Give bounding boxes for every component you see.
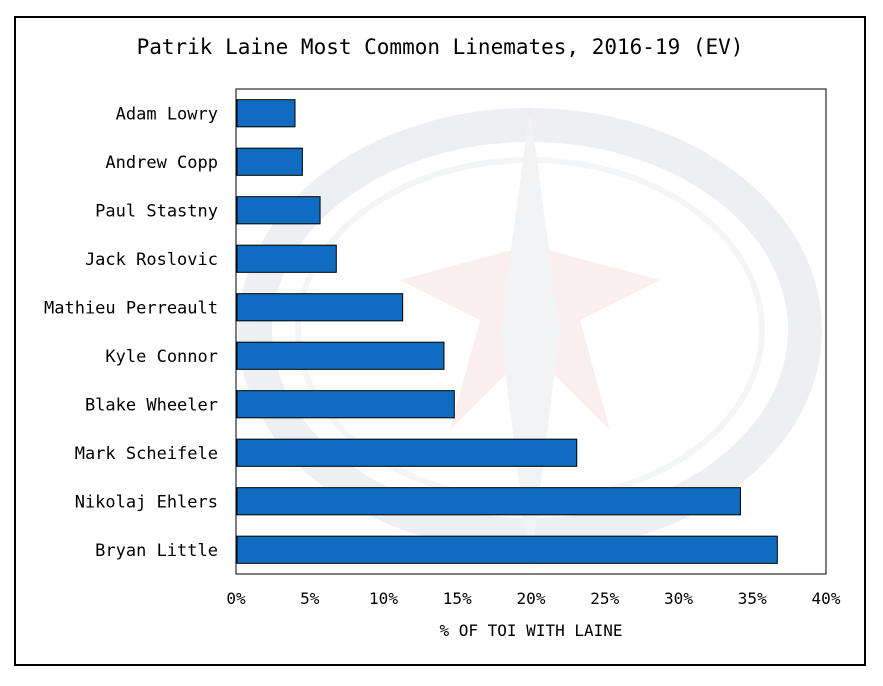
bar-nikolaj-ehlers (236, 487, 741, 516)
bar-blake-wheeler (236, 390, 455, 419)
x-tick-label: 15% (443, 589, 472, 608)
category-label: Nikolaj Ehlers (75, 492, 218, 512)
bar-bryan-little (236, 535, 778, 564)
bar-andrew-copp (236, 147, 303, 176)
x-tick-label: 40% (812, 589, 841, 608)
category-label: Adam Lowry (116, 104, 218, 124)
jets-logo-watermark (238, 105, 822, 570)
bar-kyle-connor (236, 341, 445, 370)
x-tick-label: 35% (738, 589, 767, 608)
category-label: Mark Scheifele (75, 444, 218, 464)
bar-jack-roslovic (236, 244, 337, 273)
x-tick-label: 30% (664, 589, 693, 608)
x-axis-label: % OF TOI WITH LAINE (439, 621, 622, 640)
x-tick-label: 20% (517, 589, 546, 608)
chart-title: Patrik Laine Most Common Linemates, 2016… (137, 35, 744, 59)
bar-adam-lowry (236, 99, 296, 128)
category-label: Andrew Copp (105, 153, 218, 173)
category-label: Jack Roslovic (85, 250, 218, 270)
category-label: Kyle Connor (105, 347, 218, 367)
x-tick-label: 5% (300, 589, 320, 608)
x-tick-label: 10% (369, 589, 398, 608)
category-label: Blake Wheeler (85, 395, 218, 415)
category-label: Bryan Little (95, 541, 218, 561)
category-label: Mathieu Perreault (44, 298, 218, 318)
category-label: Paul Stastny (95, 201, 218, 221)
bar-mark-scheifele (236, 438, 578, 467)
plot-area (235, 88, 827, 575)
x-tick-label: 25% (590, 589, 619, 608)
x-tick-label: 0% (226, 589, 246, 608)
bar-paul-stastny (236, 196, 321, 225)
bar-mathieu-perreault (236, 293, 404, 322)
